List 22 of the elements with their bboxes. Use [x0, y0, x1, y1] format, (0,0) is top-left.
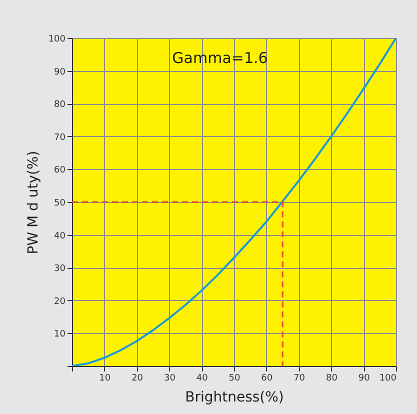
- x-tick-label: 80: [326, 374, 338, 384]
- x-tick-label: 20: [132, 374, 144, 384]
- x-axis-title: Brightness(%): [185, 390, 284, 406]
- y-tick-label: 40: [54, 231, 66, 242]
- x-tick-label: 100: [379, 374, 397, 384]
- y-tick-label: 10: [54, 330, 66, 340]
- x-tick-label: 50: [228, 374, 240, 384]
- y-tick-label: 50: [54, 198, 66, 208]
- x-tick-label: 60: [261, 374, 273, 384]
- x-tick-label: 90: [358, 374, 370, 384]
- y-tick-label: 70: [54, 132, 66, 143]
- y-tick-label: 80: [54, 100, 66, 110]
- x-tick-label: 30: [164, 374, 176, 384]
- y-tick-label: 20: [54, 296, 66, 307]
- y-tick-label: 100: [48, 34, 66, 44]
- y-tick-label: 30: [54, 264, 66, 274]
- y-axis-title: PW M d uty(%): [25, 150, 42, 254]
- y-tick-label: 90: [54, 67, 66, 78]
- x-tick-label: 40: [196, 374, 208, 384]
- x-tick-label: 10: [99, 374, 111, 384]
- y-tick-label: 60: [54, 166, 66, 176]
- x-tick-label: 70: [294, 374, 306, 384]
